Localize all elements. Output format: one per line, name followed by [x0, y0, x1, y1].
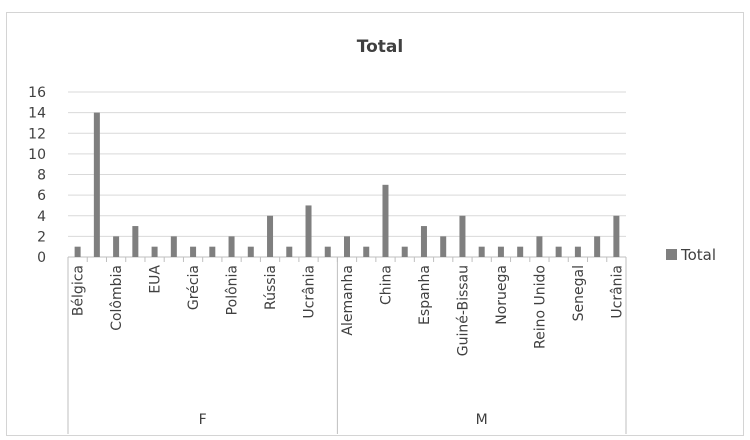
- y-axis-ticks: 0 2 4 6 8 10 12 14 16: [28, 85, 46, 266]
- bar: [247, 246, 254, 257]
- bar: [228, 236, 235, 257]
- group-label: M: [476, 412, 488, 428]
- category-label: Espanha: [417, 265, 433, 325]
- y-tick-label: 16: [28, 85, 46, 101]
- bar: [420, 226, 427, 257]
- bar: [555, 246, 562, 257]
- y-tick-label: 14: [28, 106, 46, 122]
- bar: [344, 236, 350, 257]
- bar: [267, 215, 274, 257]
- bar: [401, 246, 408, 257]
- bar: [478, 246, 485, 257]
- category-label: Reino Unido: [532, 265, 548, 349]
- category-label: Polônia: [225, 265, 241, 315]
- bar: [305, 205, 312, 257]
- category-label: Grécia: [186, 265, 202, 310]
- y-tick-label: 10: [28, 147, 46, 163]
- category-label: Alemanha: [340, 265, 356, 336]
- bar: [286, 246, 293, 257]
- bar: [536, 236, 543, 257]
- legend-swatch: [666, 249, 677, 260]
- bar: [113, 236, 120, 257]
- chart-title: Total: [357, 37, 403, 57]
- bar: [517, 246, 524, 257]
- y-tick-label: 0: [37, 250, 46, 266]
- category-label: Colômbia: [109, 265, 125, 331]
- bars: [74, 112, 620, 257]
- bar: [190, 246, 197, 257]
- bar: [574, 246, 581, 257]
- bar: [613, 215, 620, 257]
- y-tick-label: 8: [37, 168, 46, 184]
- bar: [93, 112, 100, 257]
- bar: [382, 184, 389, 257]
- category-label: Bélgica: [71, 265, 87, 316]
- y-tick-label: 6: [37, 188, 46, 204]
- bar: [459, 215, 466, 257]
- y-tick-label: 12: [28, 126, 46, 142]
- category-label: Guiné-Bissau: [455, 265, 471, 356]
- bar: [151, 246, 158, 257]
- x-axis-categories: Bélgica Colômbia EUA Grécia Polônia Rússia Ucr…: [67, 257, 627, 356]
- bar: [440, 236, 447, 257]
- bar: [594, 236, 601, 257]
- bar: [363, 246, 370, 257]
- category-label: Rússia: [263, 265, 279, 310]
- category-label: Ucrânia: [609, 265, 625, 319]
- category-label: Noruega: [494, 265, 510, 325]
- legend-label: Total: [680, 246, 716, 264]
- category-label: EUA: [148, 265, 164, 294]
- bar: [324, 246, 331, 257]
- bar: [132, 226, 139, 257]
- category-label: Senegal: [571, 265, 587, 321]
- group-label: F: [199, 412, 207, 428]
- y-tick-label: 2: [37, 229, 46, 245]
- bar: [170, 236, 177, 257]
- gridlines: [68, 91, 626, 258]
- category-label: Ucrânia: [302, 265, 318, 319]
- category-label: China: [378, 265, 394, 305]
- chart-area: [6, 12, 744, 436]
- bar: [497, 246, 504, 257]
- y-tick-label: 4: [37, 209, 46, 225]
- legend: Total: [666, 246, 716, 264]
- bar: [209, 246, 216, 257]
- bar: [74, 246, 81, 257]
